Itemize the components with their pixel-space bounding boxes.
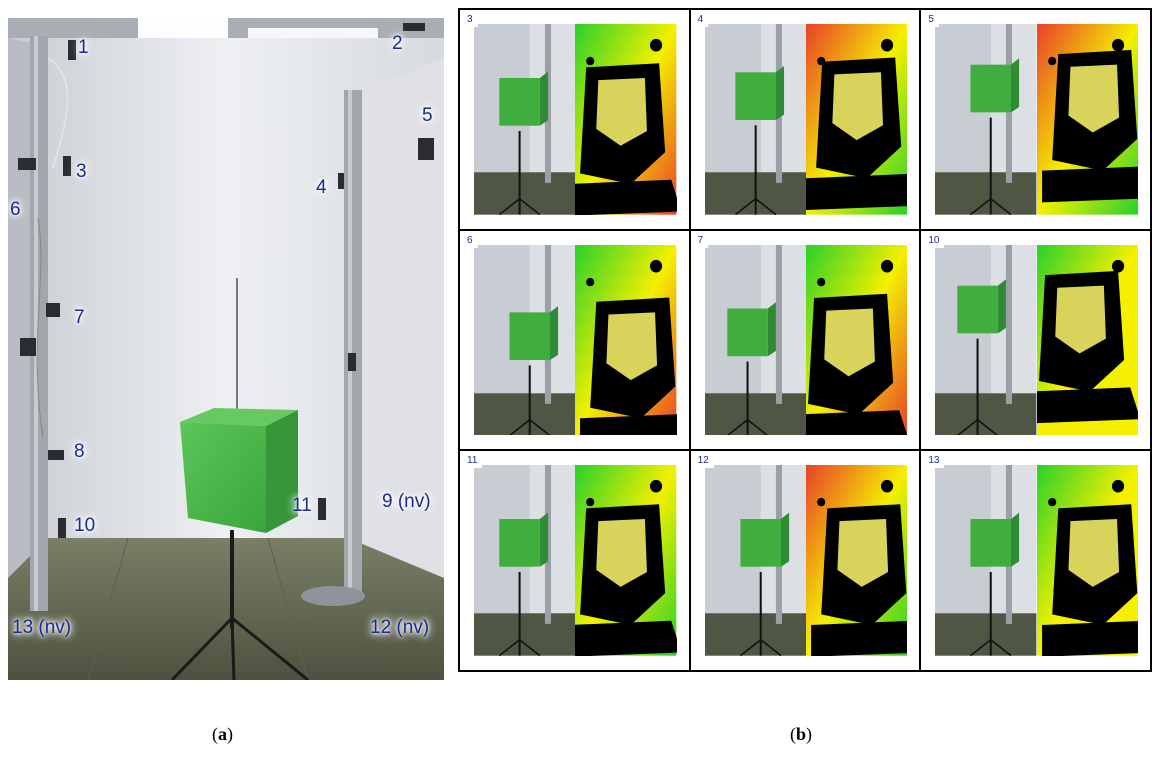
depth-map-image xyxy=(805,24,908,215)
rgb-photo-drawing xyxy=(704,244,806,436)
camera-view-cell: 10 xyxy=(920,229,1151,451)
rgb-photo-drawing xyxy=(474,244,576,436)
camera-label-2: 2 xyxy=(392,33,403,54)
depth-map-image xyxy=(805,244,908,436)
camera-label-12-nv: 12 (nv) xyxy=(370,617,430,638)
camera-view-number: 5 xyxy=(923,12,939,27)
camera-view-cell: 12 xyxy=(689,450,921,671)
camera-view-cell: 5 xyxy=(920,9,1151,230)
rgb-image xyxy=(935,24,1037,215)
rgb-image xyxy=(474,244,576,436)
rgb-image xyxy=(704,244,806,436)
rgb-photo-drawing xyxy=(704,24,806,215)
camera-view-cell: 7 xyxy=(689,229,921,451)
caption-b: (b) xyxy=(790,724,813,744)
studio-scene-image xyxy=(8,18,444,680)
camera-view-cell: 3 xyxy=(459,9,690,230)
studio-photo: 1 2 3 4 5 6 7 8 9 (nv) 10 11 12 (nv) 13 … xyxy=(8,18,444,680)
camera-label-1: 1 xyxy=(78,37,89,58)
caption-a: (a) xyxy=(212,724,233,744)
camera-label-13-nv: 13 (nv) xyxy=(12,617,72,638)
camera-label-8: 8 xyxy=(74,441,85,462)
depth-map-image xyxy=(575,24,677,215)
camera-view-grid: 3 4 5 6 7 10 xyxy=(458,8,1152,672)
camera-view-number: 11 xyxy=(462,453,483,469)
depth-map-image xyxy=(1036,465,1138,656)
camera-label-4: 4 xyxy=(316,177,327,198)
rgb-photo-drawing xyxy=(474,465,576,656)
rgb-image xyxy=(935,244,1037,436)
rgb-image xyxy=(474,24,576,215)
camera-label-9-nv: 9 (nv) xyxy=(382,491,431,512)
camera-label-6: 6 xyxy=(10,199,21,220)
rgb-image xyxy=(474,465,576,656)
depth-map-drawing xyxy=(1036,24,1138,215)
camera-view-cell: 4 xyxy=(689,9,921,230)
rgb-image xyxy=(704,24,806,215)
depth-map-image xyxy=(1036,24,1138,215)
depth-map-drawing xyxy=(575,465,677,656)
camera-view-number: 13 xyxy=(923,453,945,469)
camera-view-cell: 13 xyxy=(920,450,1151,671)
rgb-photo-drawing xyxy=(935,465,1037,656)
camera-label-10: 10 xyxy=(74,515,96,536)
rgb-photo-drawing xyxy=(474,24,576,215)
camera-view-cell: 6 xyxy=(459,229,690,451)
camera-view-number: 6 xyxy=(462,232,478,248)
depth-map-drawing xyxy=(1036,244,1138,436)
depth-map-image xyxy=(575,244,677,436)
camera-view-cell: 11 xyxy=(459,450,690,671)
rgb-image xyxy=(935,465,1037,656)
camera-view-number: 7 xyxy=(692,232,709,248)
depth-map-image xyxy=(575,465,677,656)
depth-map-drawing xyxy=(575,244,677,436)
depth-map-drawing xyxy=(1036,465,1138,656)
camera-view-number: 10 xyxy=(923,232,945,248)
depth-map-image xyxy=(805,465,908,656)
camera-label-5: 5 xyxy=(422,105,433,126)
rgb-image xyxy=(704,465,806,656)
camera-label-3: 3 xyxy=(76,161,87,182)
depth-map-image xyxy=(1036,244,1138,436)
rgb-photo-drawing xyxy=(935,244,1037,436)
depth-map-drawing xyxy=(805,24,908,215)
camera-view-number: 4 xyxy=(692,12,709,27)
rgb-photo-drawing xyxy=(704,465,806,656)
camera-label-7: 7 xyxy=(74,307,85,328)
depth-map-drawing xyxy=(805,244,908,436)
camera-view-number: 12 xyxy=(692,453,714,469)
rgb-photo-drawing xyxy=(935,24,1037,215)
camera-label-11: 11 xyxy=(292,495,312,516)
depth-map-drawing xyxy=(575,24,677,215)
camera-view-number: 3 xyxy=(462,12,478,27)
depth-map-drawing xyxy=(805,465,908,656)
